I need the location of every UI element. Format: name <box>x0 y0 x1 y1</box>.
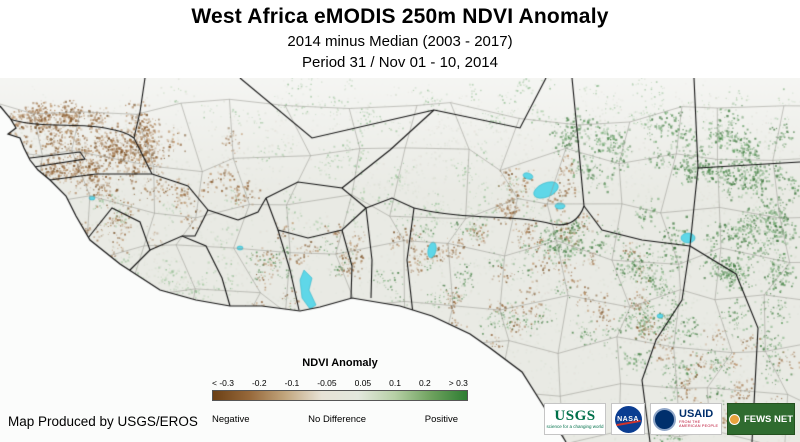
map-title: West Africa eMODIS 250m NDVI Anomaly <box>191 5 609 28</box>
fews-net-logo: FEWS NET <box>727 403 795 435</box>
logo-row: USGS science for a changing world NASA U… <box>544 403 795 435</box>
nasa-logo-label: NASA <box>617 415 639 423</box>
legend-tick: -0.1 <box>284 378 300 388</box>
legend-tick: < -0.3 <box>212 378 234 388</box>
map-legend: NDVI Anomaly < -0.3 -0.2 -0.1 -0.05 0.05… <box>212 357 468 425</box>
usaid-logo-tagline: FROM THE AMERICAN PEOPLE <box>679 420 719 429</box>
legend-color-bar <box>212 390 468 401</box>
usgs-logo: USGS science for a changing world <box>544 403 606 435</box>
seal-icon <box>653 407 676 431</box>
legend-tick: 0.2 <box>418 378 431 388</box>
usaid-logo: USAID FROM THE AMERICAN PEOPLE <box>650 403 722 435</box>
legend-category-labels: Negative No Difference Positive <box>212 414 468 425</box>
legend-tick-labels: < -0.3 -0.2 -0.1 -0.05 0.05 0.1 0.2 > 0.… <box>212 378 468 388</box>
ndvi-anomaly-map-canvas <box>0 78 800 442</box>
legend-title: NDVI Anomaly <box>302 357 378 369</box>
map-period: Period 31 / Nov 01 - 10, 2014 <box>302 54 498 71</box>
legend-tick: 0.1 <box>389 378 401 388</box>
map-credit: Map Produced by USGS/EROS <box>8 414 198 429</box>
nasa-meatball-icon: NASA <box>614 405 642 433</box>
fews-net-logo-label: FEWS NET <box>743 413 794 425</box>
map-subtitle: 2014 minus Median (2003 - 2017) <box>287 33 513 50</box>
usaid-logo-label: USAID <box>679 407 714 420</box>
usaid-logo-text: USAID FROM THE AMERICAN PEOPLE <box>679 407 719 429</box>
nasa-logo: NASA <box>611 403 645 435</box>
usgs-logo-label: USGS <box>554 407 596 424</box>
legend-category-no-difference: No Difference <box>308 414 367 425</box>
legend-tick: 0.05 <box>354 378 372 388</box>
legend-category-positive: Positive <box>424 414 458 425</box>
usgs-logo-tagline: science for a changing world <box>546 423 604 429</box>
globe-icon <box>728 413 740 425</box>
map-area: NDVI Anomaly < -0.3 -0.2 -0.1 -0.05 0.05… <box>0 78 800 442</box>
legend-tick: > 0.3 <box>448 378 468 388</box>
legend-category-negative: Negative <box>212 414 250 425</box>
map-header: West Africa eMODIS 250m NDVI Anomaly 201… <box>0 0 800 71</box>
legend-tick: -0.2 <box>251 378 267 388</box>
legend-tick: -0.05 <box>317 378 337 388</box>
